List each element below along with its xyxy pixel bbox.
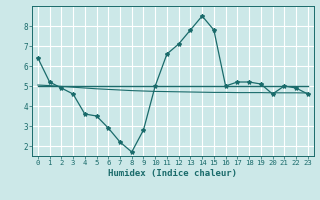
X-axis label: Humidex (Indice chaleur): Humidex (Indice chaleur) xyxy=(108,169,237,178)
